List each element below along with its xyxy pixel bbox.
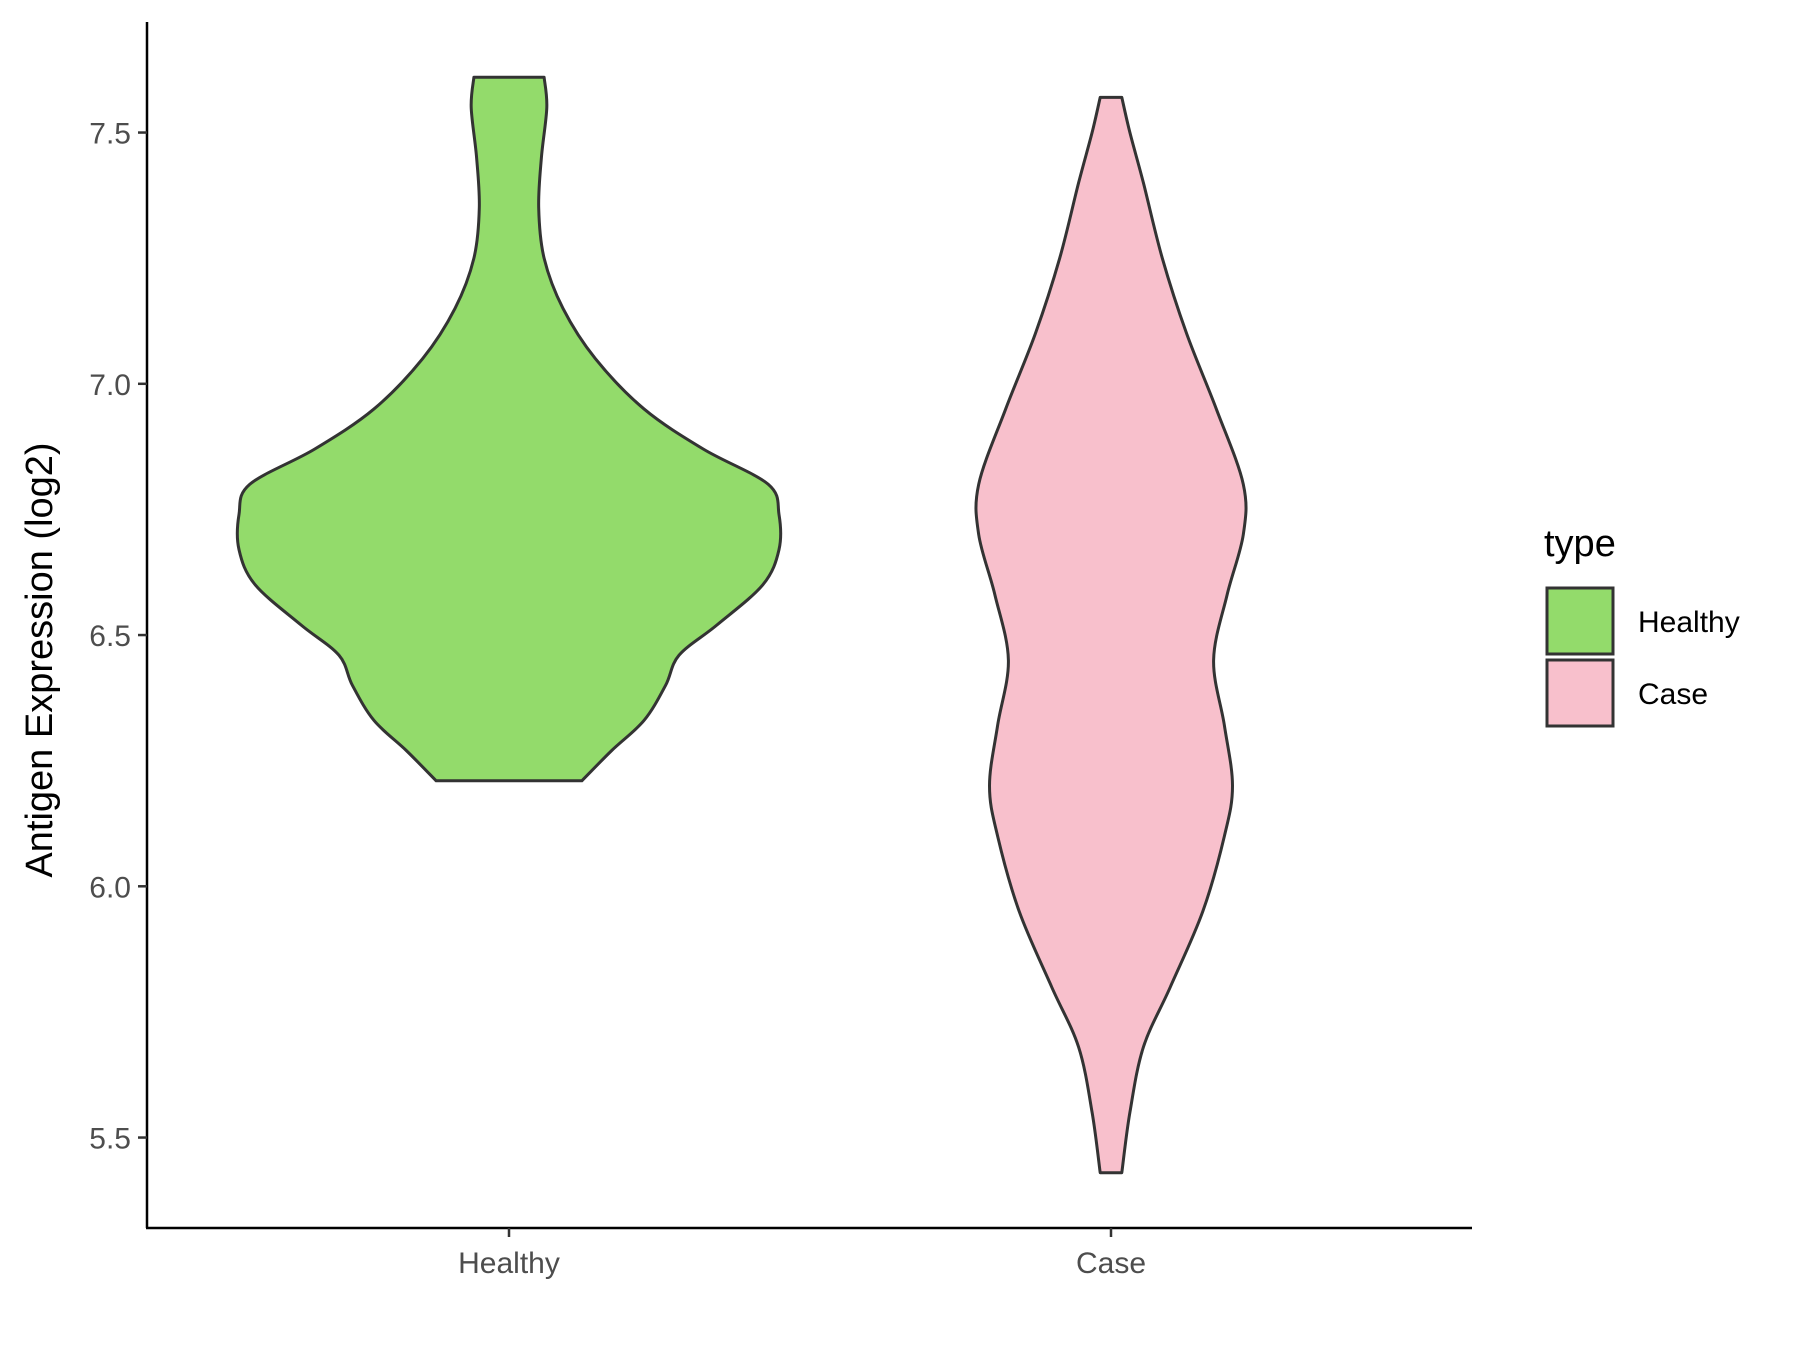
x-ticks: Healthy Case: [458, 1228, 1146, 1280]
x-tick-label-0: Healthy: [458, 1247, 560, 1280]
legend-key-case: [1545, 658, 1615, 728]
y-ticks: 5.5 6.0 6.5 7.0 7.5: [89, 118, 147, 1156]
legend-title: type: [1544, 523, 1616, 565]
y-tick-label-2: 6.5: [89, 620, 131, 653]
y-tick-label-0: 5.5: [89, 1123, 131, 1156]
violin-healthy: [235, 75, 783, 783]
axes-layer: 5.5 6.0 6.5 7.0 7.5 Healthy Case: [89, 22, 1472, 1280]
violin-case: [974, 95, 1248, 1175]
y-tick-label-3: 7.0: [89, 369, 131, 402]
y-tick-label-4: 7.5: [89, 118, 131, 151]
legend-label-healthy: Healthy: [1638, 606, 1740, 639]
legend: type Healthy Case: [1544, 523, 1740, 728]
violins-layer: [235, 75, 1248, 1175]
y-tick-label-1: 6.0: [89, 871, 131, 904]
legend-key-healthy: [1545, 586, 1615, 656]
y-axis-title: Antigen Expression (log2): [19, 442, 61, 877]
legend-label-case: Case: [1638, 678, 1708, 711]
legend-entries: Healthy Case: [1545, 586, 1740, 728]
x-tick-label-1: Case: [1076, 1247, 1146, 1280]
